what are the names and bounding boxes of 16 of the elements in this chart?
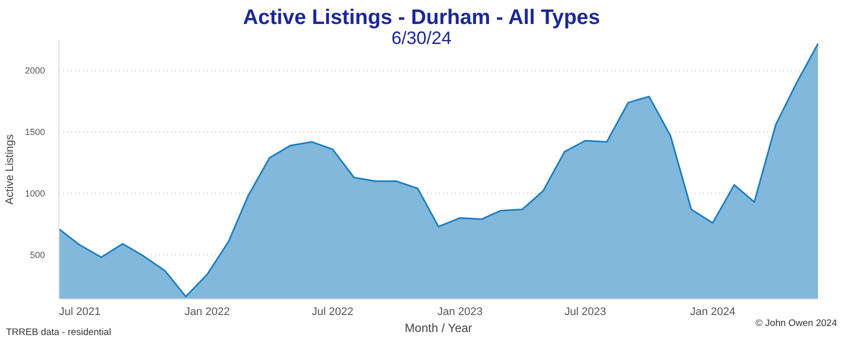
- chart-title: Active Listings - Durham - All Types: [242, 6, 600, 29]
- x-tick-label: Jul 2021: [58, 306, 101, 318]
- x-tick-label: Jan 2023: [437, 306, 483, 318]
- y-tick-label: 500: [30, 250, 45, 260]
- x-tick-label: Jan 2022: [184, 306, 230, 318]
- chart-subtitle: 6/30/24: [391, 28, 452, 48]
- x-axis-title: Month / Year: [404, 321, 472, 335]
- x-tick-label: Jul 2022: [312, 306, 354, 318]
- text: TRREB data - residential: [6, 327, 112, 338]
- y-axis-title: Active Listings: [4, 134, 16, 205]
- text: © John Owen 2024: [756, 318, 837, 329]
- y-tick-label: 1500: [24, 127, 45, 138]
- x-tick-label: Jan 2024: [690, 306, 736, 318]
- y-tick-label: 2000: [24, 66, 45, 76]
- y-tick-label: 1000: [24, 188, 45, 198]
- x-tick-label: Jul 2023: [564, 306, 606, 318]
